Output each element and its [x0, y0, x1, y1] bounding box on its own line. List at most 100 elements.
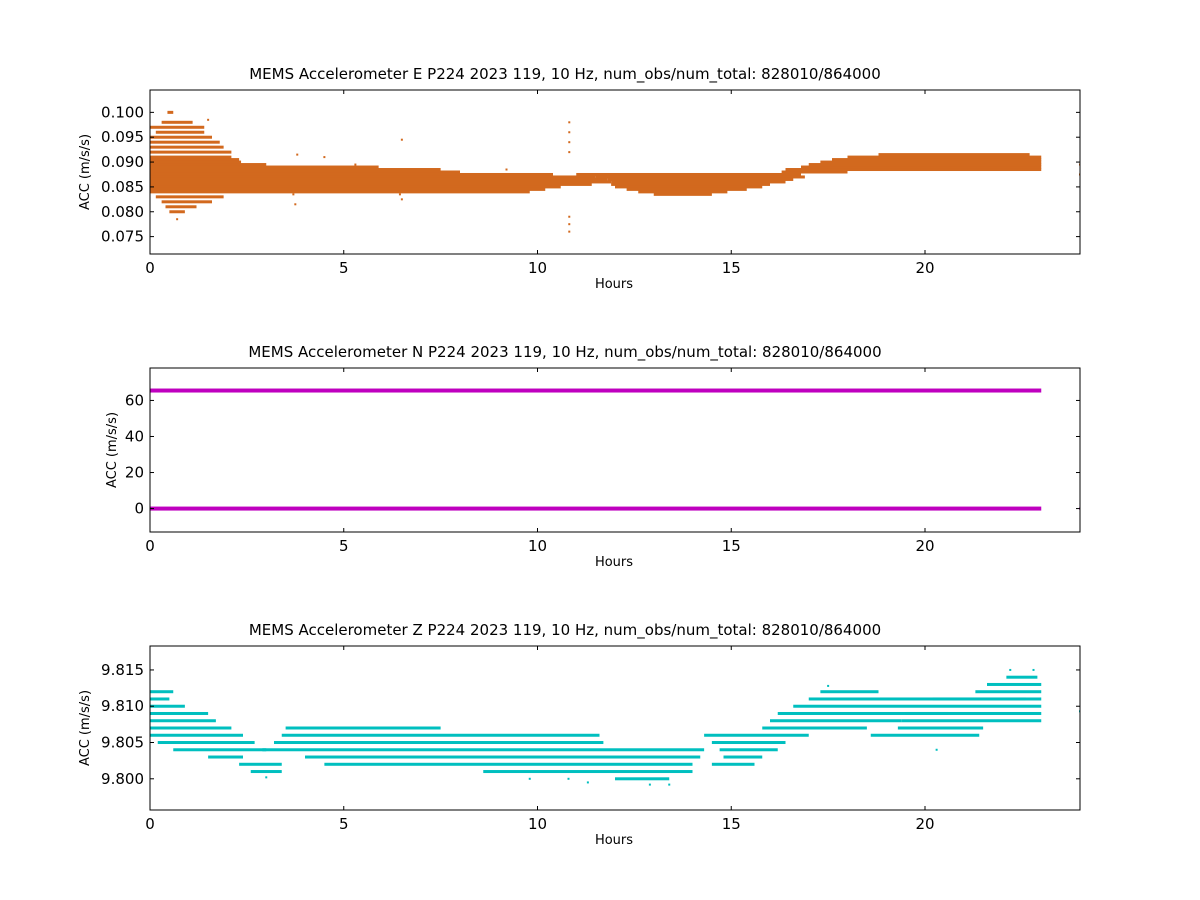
- data-band: [150, 388, 1042, 393]
- data-band: [1006, 675, 1038, 679]
- data-band: [150, 190, 530, 194]
- data-band: [719, 748, 778, 752]
- data-band: [157, 741, 255, 745]
- data-band: [150, 170, 460, 174]
- subplot-0: 0 5 10 15 20 0.075 0.080 0.085 0.090 0.095 0.100 ME…: [78, 65, 1081, 292]
- data-band: [285, 726, 441, 730]
- data-band: [173, 748, 267, 752]
- data-point: [323, 156, 326, 159]
- data-point: [668, 783, 671, 786]
- axes-frame: [149, 645, 1081, 811]
- data-point: [568, 151, 571, 154]
- data-band: [711, 741, 786, 745]
- data-band: [150, 158, 240, 162]
- data-band: [785, 168, 1042, 172]
- data-band: [150, 163, 267, 167]
- data-band: [723, 755, 763, 759]
- data-band: [897, 726, 984, 730]
- series-0: [150, 388, 1080, 511]
- data-band: [150, 704, 185, 708]
- data-band: [832, 158, 1042, 162]
- data-point: [1032, 668, 1035, 671]
- x-tick-label: 15: [722, 815, 741, 833]
- y-tick-label: 9.815: [101, 661, 144, 679]
- data-band: [847, 155, 1042, 159]
- data-band: [483, 770, 693, 774]
- data-point: [505, 168, 508, 171]
- data-band: [150, 172, 553, 176]
- x-tick-label: 15: [722, 259, 741, 277]
- data-point: [292, 193, 295, 196]
- data-band: [150, 185, 561, 189]
- data-point: [568, 131, 571, 134]
- data-band: [250, 770, 282, 774]
- x-tick-label: 0: [145, 815, 155, 833]
- data-band: [305, 755, 701, 759]
- x-tick-label: 20: [915, 259, 934, 277]
- data-band: [150, 155, 232, 159]
- data-point: [827, 684, 830, 687]
- data-band: [150, 125, 205, 129]
- y-tick-label: 0: [134, 500, 144, 518]
- data-band: [262, 748, 705, 752]
- y-tick-label: 0.100: [101, 103, 144, 121]
- data-point: [568, 121, 571, 124]
- data-point: [400, 138, 403, 141]
- data-band: [607, 177, 794, 181]
- data-band: [167, 110, 174, 114]
- data-point: [1009, 668, 1012, 671]
- data-band: [770, 719, 902, 723]
- data-band: [150, 719, 216, 723]
- data-band: [155, 130, 205, 134]
- data-point: [400, 198, 403, 201]
- data-band: [615, 185, 763, 189]
- data-band: [150, 150, 232, 154]
- x-tick-label: 20: [915, 815, 934, 833]
- data-point: [568, 141, 571, 144]
- chart-title: MEMS Accelerometer E P224 2023 119, 10 H…: [249, 65, 881, 84]
- y-tick-label: 0.085: [101, 178, 144, 196]
- y-tick-label: 9.800: [101, 770, 144, 788]
- series-0: [150, 110, 1080, 233]
- data-band: [777, 711, 949, 715]
- x-axis-label: Hours: [595, 277, 633, 292]
- data-band: [150, 177, 608, 181]
- data-band: [595, 175, 805, 179]
- data-band: [169, 210, 185, 214]
- x-tick-label: 15: [722, 537, 741, 555]
- x-tick-label: 20: [915, 537, 934, 555]
- data-point: [296, 153, 299, 156]
- data-point: [586, 781, 589, 784]
- data-band: [274, 741, 604, 745]
- data-point: [354, 163, 357, 166]
- data-band: [870, 733, 980, 737]
- x-tick-label: 0: [145, 537, 155, 555]
- data-band: [150, 135, 212, 139]
- data-point: [567, 777, 570, 780]
- data-band: [150, 145, 224, 149]
- x-tick-label: 5: [339, 537, 349, 555]
- data-band: [611, 180, 786, 184]
- data-band: [901, 719, 1042, 723]
- y-tick-label: 20: [125, 464, 144, 482]
- data-point: [207, 118, 210, 121]
- data-band: [905, 711, 1042, 715]
- y-tick-label: 0.080: [101, 203, 144, 221]
- data-point: [568, 215, 571, 218]
- data-point: [648, 783, 651, 786]
- y-axis-label: ACC (m/s/s): [78, 134, 93, 210]
- data-band: [281, 733, 600, 737]
- x-tick-label: 0: [145, 259, 155, 277]
- data-band: [161, 120, 193, 124]
- data-band: [626, 187, 747, 191]
- data-band: [615, 777, 670, 781]
- data-point: [398, 193, 401, 196]
- y-tick-label: 9.810: [101, 697, 144, 715]
- axes-frame: [149, 89, 1081, 255]
- data-band: [638, 190, 728, 194]
- data-band: [150, 182, 592, 186]
- data-band: [161, 200, 212, 204]
- data-band: [611, 182, 770, 186]
- y-tick-label: 0.090: [101, 153, 144, 171]
- data-band: [150, 160, 242, 164]
